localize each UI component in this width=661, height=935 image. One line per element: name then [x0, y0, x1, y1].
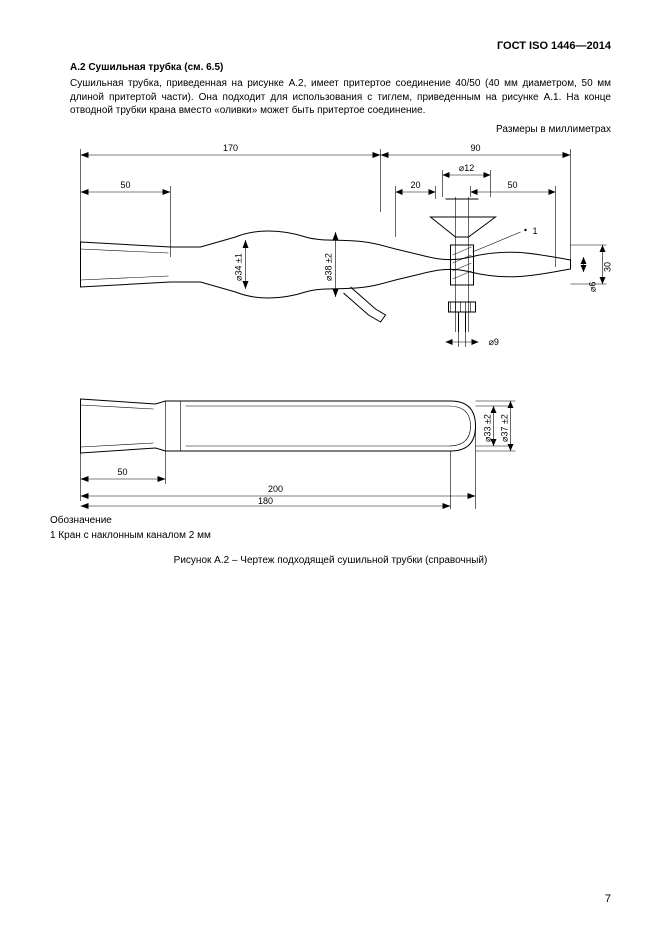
- dim-d9: ⌀9: [489, 337, 499, 347]
- dim-d33: ⌀33 ±2: [483, 414, 493, 442]
- dim-d38: ⌀38 ±2: [324, 253, 334, 281]
- units-note: Размеры в миллиметрах: [50, 124, 611, 135]
- dim-30: 30: [603, 261, 612, 271]
- legend-item-1: 1 Кран с наклонным каналом 2 мм: [50, 530, 611, 541]
- dim-d6: ⌀6: [588, 281, 598, 291]
- section-title: А.2 Сушильная трубка (см. 6.5): [70, 62, 611, 73]
- page: ГОСТ ISO 1446—2014 А.2 Сушильная трубка …: [0, 0, 661, 935]
- dim-b-180: 180: [258, 496, 273, 506]
- dim-d12: ⌀12: [459, 163, 474, 173]
- page-number: 7: [605, 893, 611, 905]
- section-paragraph: Сушильная трубка, приведенная на рисунке…: [70, 77, 611, 118]
- marker-1: 1: [533, 226, 538, 236]
- dim-d34: ⌀34 ±1: [234, 253, 244, 281]
- dim-b-50: 50: [117, 467, 127, 477]
- doc-header: ГОСТ ISO 1446—2014: [50, 40, 611, 52]
- drawing-top: 170 90 ⌀12 50 20 50: [50, 137, 611, 367]
- figure-caption: Рисунок А.2 – Чертеж подходящей сушильно…: [50, 555, 611, 566]
- dim-50-right: 50: [507, 180, 517, 190]
- dim-50-left: 50: [120, 180, 130, 190]
- dim-b-200: 200: [268, 484, 283, 494]
- dim-20: 20: [410, 180, 420, 190]
- dim-d37: ⌀37 ±2: [500, 414, 510, 442]
- dim-170: 170: [223, 143, 238, 153]
- dim-90: 90: [470, 143, 480, 153]
- drawing-bottom: 50 200 180 ⌀33 ±2 ⌀37 ±2: [50, 371, 611, 511]
- legend-heading: Обозначение: [50, 515, 611, 526]
